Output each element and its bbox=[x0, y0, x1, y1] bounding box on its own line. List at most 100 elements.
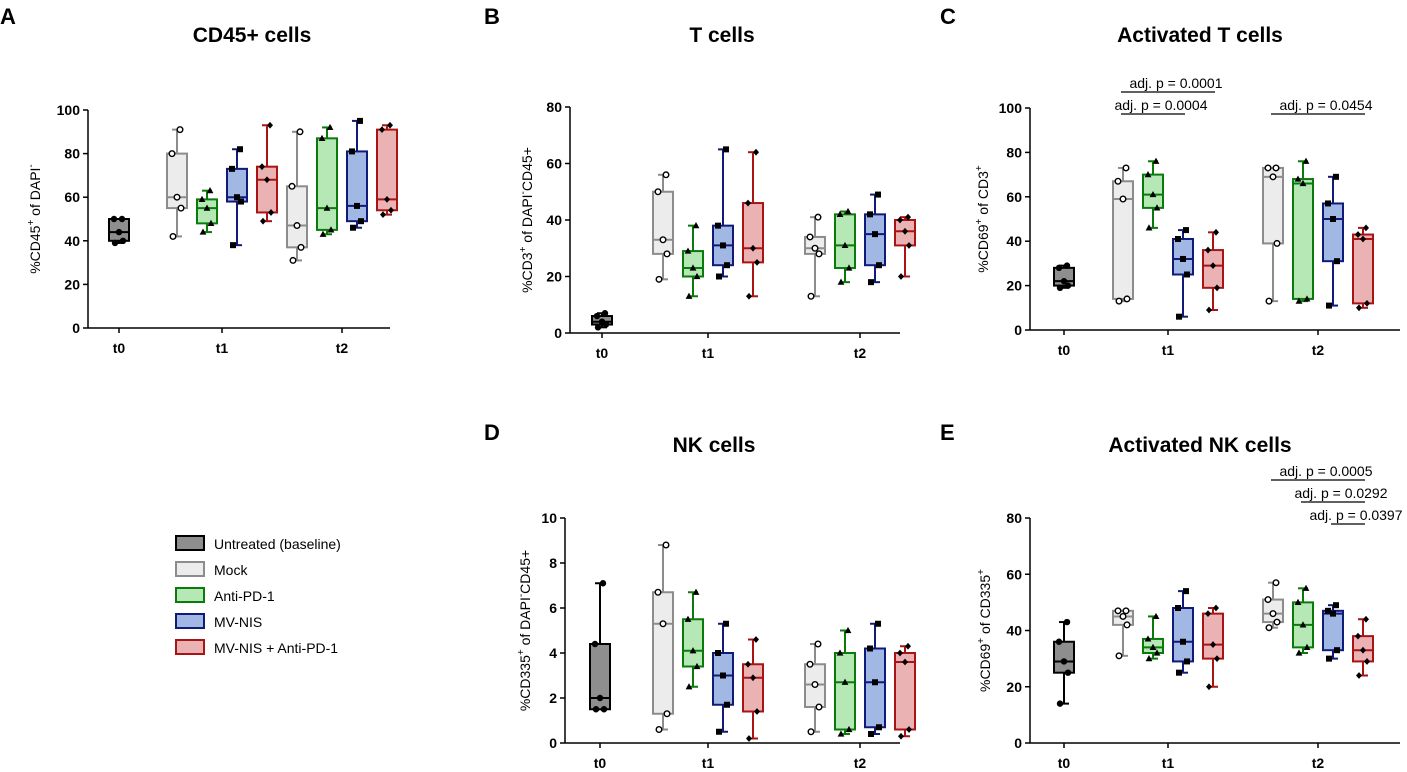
y-tick-label: 60 bbox=[1006, 189, 1022, 205]
point bbox=[745, 199, 751, 207]
x-tick-label: t1 bbox=[702, 755, 715, 771]
box-t2-anti-pd-1 bbox=[1292, 157, 1314, 304]
legend-swatch bbox=[175, 587, 205, 603]
y-tick-label: 40 bbox=[546, 212, 562, 228]
box-iqr bbox=[166, 152, 188, 210]
box-t2-mv-nis-anti-pd-1 bbox=[376, 121, 398, 219]
panel-e: E Activated NK cells 0 20 40 60 80 t0 t1 t2 %CD69+… bbox=[940, 420, 1403, 771]
point bbox=[654, 588, 662, 596]
box-t1-mock bbox=[166, 126, 188, 240]
legend-label: MV-NIS + Anti-PD-1 bbox=[214, 640, 338, 656]
point bbox=[596, 694, 604, 702]
box-t0-untreated-baseline bbox=[591, 310, 613, 331]
point bbox=[655, 275, 663, 283]
point bbox=[1355, 632, 1361, 640]
point bbox=[591, 640, 599, 648]
point bbox=[1119, 195, 1127, 203]
chart-title: CD45+ cells bbox=[193, 24, 312, 47]
box-t2-anti-pd-1 bbox=[316, 123, 338, 237]
point bbox=[203, 204, 211, 211]
point bbox=[876, 724, 882, 731]
point bbox=[724, 701, 730, 708]
box-t1-mv-nis-anti-pd-1 bbox=[742, 148, 764, 300]
point bbox=[1114, 177, 1122, 185]
point bbox=[906, 242, 912, 249]
point bbox=[807, 728, 815, 736]
box-iqr bbox=[834, 213, 856, 270]
point bbox=[288, 182, 296, 190]
point bbox=[1269, 173, 1277, 181]
point bbox=[198, 195, 206, 202]
significance-annotation: adj. p = 0.0004 bbox=[1114, 97, 1208, 115]
point bbox=[173, 193, 181, 201]
box-t1-anti-pd-1 bbox=[1142, 612, 1164, 662]
point bbox=[260, 217, 266, 225]
legend-item-mv-nis-anti-pd-1: MV-NIS + Anti-PD-1 bbox=[175, 639, 338, 656]
point bbox=[1055, 638, 1063, 645]
point bbox=[905, 213, 911, 221]
point bbox=[692, 222, 700, 229]
box-iqr bbox=[1352, 233, 1374, 305]
p-value-label: adj. p = 0.0005 bbox=[1279, 463, 1372, 479]
box-iqr bbox=[376, 128, 398, 212]
legend-item-mock: Mock bbox=[175, 561, 248, 578]
point bbox=[875, 191, 881, 198]
point bbox=[1213, 604, 1219, 612]
point bbox=[685, 683, 693, 690]
point bbox=[600, 706, 608, 713]
point bbox=[229, 165, 235, 172]
point bbox=[264, 176, 270, 184]
point bbox=[1206, 306, 1212, 314]
point bbox=[750, 244, 756, 252]
point bbox=[1149, 643, 1157, 650]
box-iqr bbox=[682, 250, 704, 278]
box-iqr bbox=[316, 137, 338, 231]
box-t1-mock bbox=[652, 541, 674, 734]
significance-annotation: adj. p = 0.0292 bbox=[1294, 485, 1388, 503]
point bbox=[1334, 258, 1340, 265]
box-iqr bbox=[742, 663, 764, 713]
y-tick-label: 60 bbox=[64, 189, 80, 205]
box-t2-mock bbox=[1262, 164, 1284, 305]
box-t1-mock bbox=[652, 171, 674, 283]
point bbox=[1333, 602, 1339, 609]
point bbox=[1180, 638, 1186, 645]
panel-b: B T cells 0 20 40 60 80 t0 t1 t2 %CD3+​ of DAPI-​C… bbox=[484, 4, 916, 361]
point bbox=[237, 146, 243, 153]
point bbox=[1115, 652, 1123, 660]
box-t2-mock bbox=[804, 640, 826, 736]
point bbox=[1205, 246, 1211, 254]
point bbox=[1213, 228, 1219, 236]
point bbox=[1295, 297, 1303, 304]
point bbox=[357, 117, 363, 124]
box-t2-mv-nis bbox=[864, 191, 886, 286]
point bbox=[867, 645, 873, 652]
box-t2-anti-pd-1 bbox=[834, 207, 856, 285]
point bbox=[110, 215, 118, 223]
point bbox=[327, 226, 335, 233]
y-tick-label: 20 bbox=[64, 276, 80, 292]
panel-d: D NK cells 0 2 4 6 8 10 t0 t1 t2 %CD335+​ of DAPI-​… bbox=[484, 420, 916, 771]
point bbox=[388, 206, 394, 214]
legend-item-mv-nis: MV-NIS bbox=[175, 613, 262, 630]
y-tick-label: 60 bbox=[546, 156, 562, 172]
point bbox=[1114, 607, 1122, 615]
point bbox=[176, 126, 184, 134]
point bbox=[693, 662, 701, 670]
point bbox=[811, 681, 819, 689]
box-iqr bbox=[652, 591, 674, 715]
point bbox=[350, 224, 356, 231]
point bbox=[177, 204, 185, 212]
point bbox=[1060, 658, 1068, 665]
point bbox=[837, 278, 845, 285]
point bbox=[1144, 171, 1152, 178]
point bbox=[593, 312, 601, 320]
point bbox=[897, 216, 903, 224]
point bbox=[1176, 669, 1182, 676]
box-t0-untreated-baseline bbox=[589, 580, 611, 713]
panel-label: C bbox=[940, 4, 956, 29]
box-iqr bbox=[682, 618, 704, 668]
y-tick-label: 80 bbox=[546, 99, 562, 115]
box-t1-anti-pd-1 bbox=[1142, 157, 1164, 231]
